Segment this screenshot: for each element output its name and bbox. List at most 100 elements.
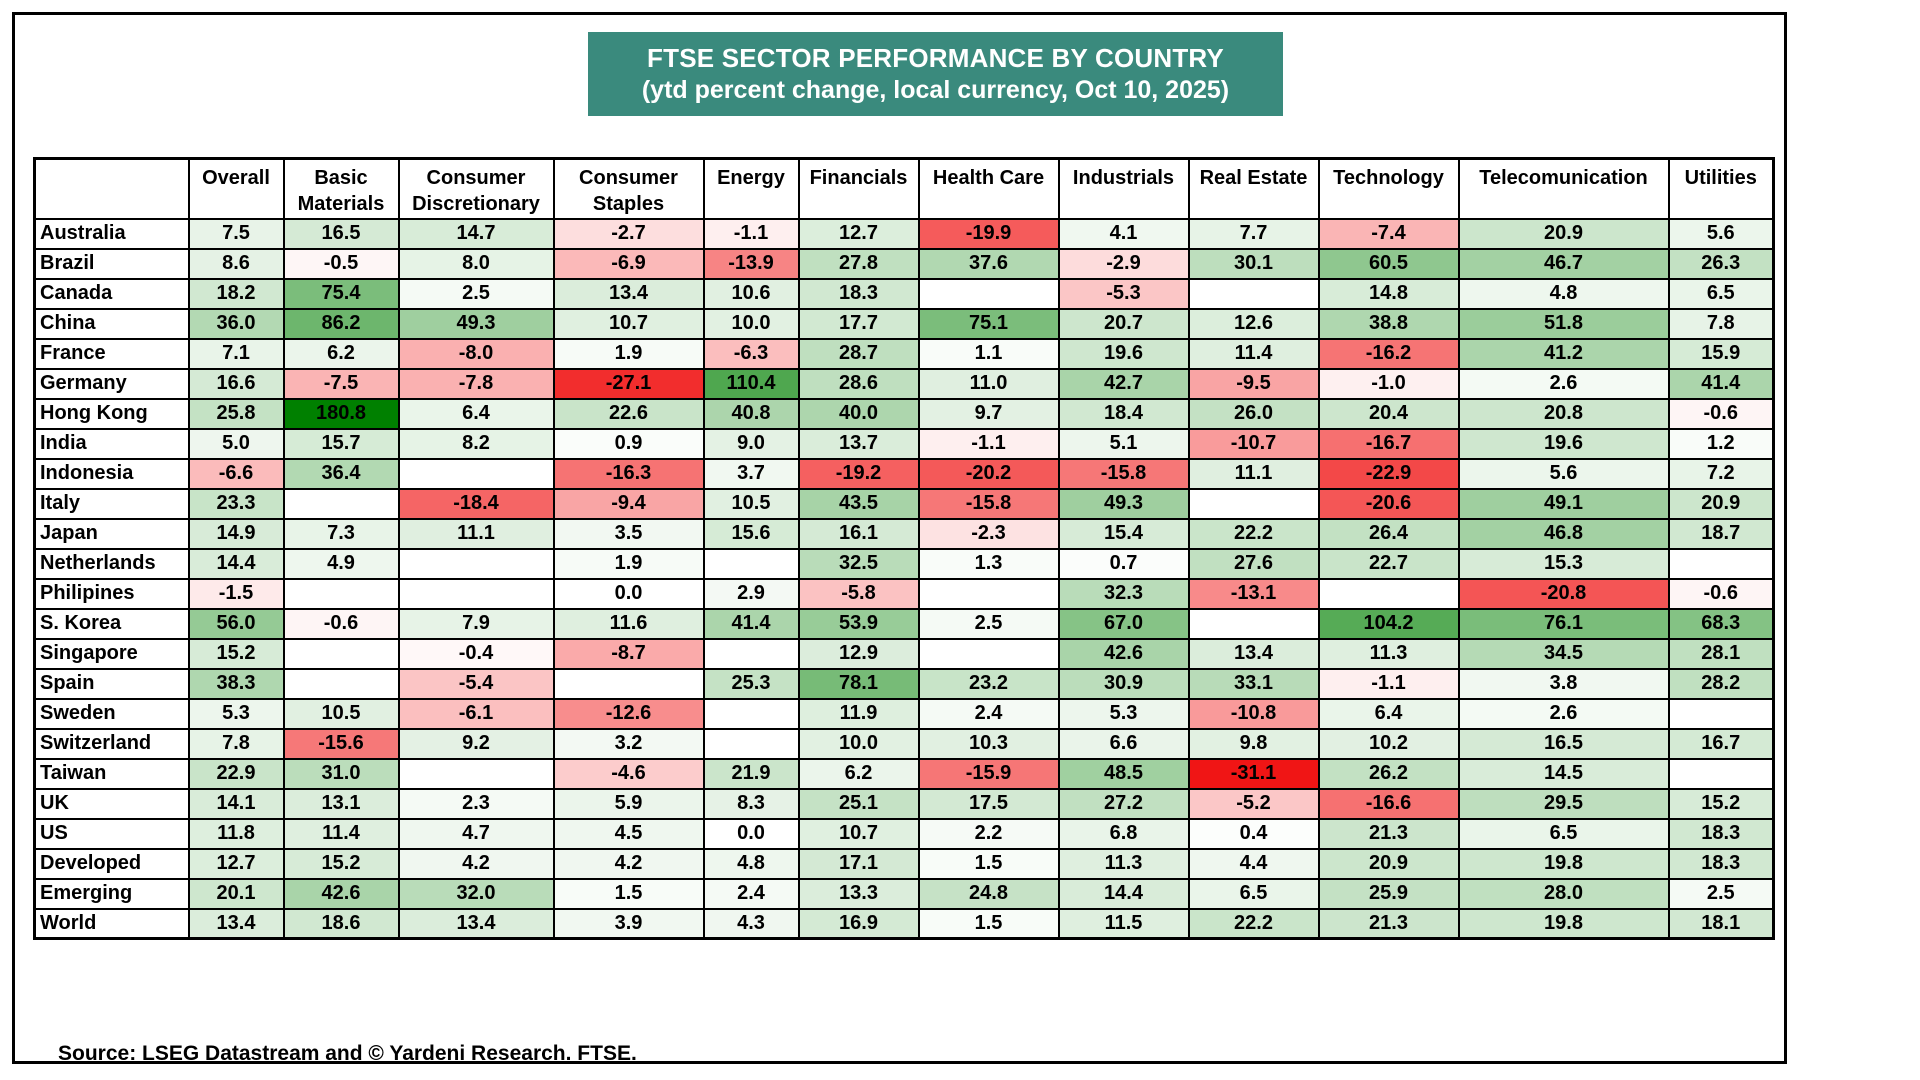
value-cell: 13.4 bbox=[187, 907, 285, 940]
table-row: France 7.1 6.2 -8.0 1.9 -6.3 28.7 1.1 19.6 11.4 -1… bbox=[33, 337, 1775, 370]
value-cell: -15.9 bbox=[917, 757, 1060, 790]
value-cell: -10.8 bbox=[1187, 697, 1320, 730]
value-cell: 25.8 bbox=[187, 397, 285, 430]
value-cell: -2.9 bbox=[1057, 247, 1190, 280]
value-cell: 1.1 bbox=[917, 337, 1060, 370]
value-cell: 22.2 bbox=[1187, 517, 1320, 550]
value-cell: 40.0 bbox=[797, 397, 920, 430]
value-cell: 2.2 bbox=[917, 817, 1060, 850]
column-header: Basic Materials bbox=[282, 157, 400, 220]
value-cell: 4.8 bbox=[702, 847, 800, 880]
value-cell: -5.8 bbox=[797, 577, 920, 610]
value-cell: 17.7 bbox=[797, 307, 920, 340]
value-cell: 28.0 bbox=[1457, 877, 1670, 910]
value-cell: 10.0 bbox=[702, 307, 800, 340]
value-cell: 1.3 bbox=[917, 547, 1060, 580]
value-cell: 41.4 bbox=[1667, 367, 1775, 400]
value-cell: 18.3 bbox=[797, 277, 920, 310]
value-cell bbox=[917, 277, 1060, 310]
value-cell: -1.1 bbox=[702, 217, 800, 250]
value-cell: 2.5 bbox=[917, 607, 1060, 640]
value-cell: 53.9 bbox=[797, 607, 920, 640]
value-cell: 26.4 bbox=[1317, 517, 1460, 550]
value-cell bbox=[397, 547, 555, 580]
source-note: Source: LSEG Datastream and © Yardeni Re… bbox=[58, 1042, 637, 1065]
value-cell: 15.2 bbox=[187, 637, 285, 670]
value-cell: 16.7 bbox=[1667, 727, 1775, 760]
value-cell: 17.1 bbox=[797, 847, 920, 880]
value-cell: -0.6 bbox=[1667, 577, 1775, 610]
value-cell: 14.4 bbox=[187, 547, 285, 580]
value-cell: 3.9 bbox=[552, 907, 705, 940]
table-row: Philipines -1.5 0.0 2.9 -5.8 32.3 -13.1 -20.8 -0… bbox=[33, 577, 1775, 610]
value-cell: 27.8 bbox=[797, 247, 920, 280]
value-cell: 5.3 bbox=[187, 697, 285, 730]
value-cell: 46.8 bbox=[1457, 517, 1670, 550]
value-cell: 20.1 bbox=[187, 877, 285, 910]
value-cell: 3.2 bbox=[552, 727, 705, 760]
value-cell: -12.6 bbox=[552, 697, 705, 730]
value-cell bbox=[702, 727, 800, 760]
value-cell: 13.3 bbox=[797, 877, 920, 910]
country-label: Sweden bbox=[33, 697, 190, 730]
value-cell: 7.2 bbox=[1667, 457, 1775, 490]
value-cell: 34.5 bbox=[1457, 637, 1670, 670]
value-cell: 15.3 bbox=[1457, 547, 1670, 580]
value-cell: 11.3 bbox=[1057, 847, 1190, 880]
value-cell: 7.8 bbox=[187, 727, 285, 760]
value-cell: 0.4 bbox=[1187, 817, 1320, 850]
table-row: China 36.0 86.2 49.3 10.7 10.0 17.7 75.1 20.7 12.… bbox=[33, 307, 1775, 340]
value-cell: 10.5 bbox=[282, 697, 400, 730]
value-cell: -19.9 bbox=[917, 217, 1060, 250]
country-label: Australia bbox=[33, 217, 190, 250]
value-cell: 4.9 bbox=[282, 547, 400, 580]
value-cell bbox=[1667, 547, 1775, 580]
value-cell: -19.2 bbox=[797, 457, 920, 490]
value-cell: -9.4 bbox=[552, 487, 705, 520]
value-cell: 33.1 bbox=[1187, 667, 1320, 700]
value-cell: 18.3 bbox=[1667, 847, 1775, 880]
value-cell: 2.9 bbox=[702, 577, 800, 610]
value-cell: 2.3 bbox=[397, 787, 555, 820]
value-cell: 13.4 bbox=[1187, 637, 1320, 670]
value-cell: -6.9 bbox=[552, 247, 705, 280]
value-cell: 16.6 bbox=[187, 367, 285, 400]
value-cell: 4.7 bbox=[397, 817, 555, 850]
country-label: S. Korea bbox=[33, 607, 190, 640]
value-cell: -18.4 bbox=[397, 487, 555, 520]
value-cell: 20.8 bbox=[1457, 397, 1670, 430]
value-cell: 6.2 bbox=[797, 757, 920, 790]
table-row: US 11.8 11.4 4.7 4.5 0.0 10.7 2.2 6.8 0.4 21.3 6.5 1… bbox=[33, 817, 1775, 850]
value-cell: 28.1 bbox=[1667, 637, 1775, 670]
chart-title: FTSE SECTOR PERFORMANCE BY COUNTRY bbox=[647, 43, 1224, 74]
value-cell: 2.4 bbox=[917, 697, 1060, 730]
value-cell bbox=[552, 667, 705, 700]
value-cell: 24.8 bbox=[917, 877, 1060, 910]
country-label: Japan bbox=[33, 517, 190, 550]
value-cell: -15.8 bbox=[1057, 457, 1190, 490]
value-cell: 8.6 bbox=[187, 247, 285, 280]
country-label: Developed bbox=[33, 847, 190, 880]
value-cell: 32.5 bbox=[797, 547, 920, 580]
value-cell: 11.0 bbox=[917, 367, 1060, 400]
value-cell: 9.7 bbox=[917, 397, 1060, 430]
value-cell: 5.6 bbox=[1667, 217, 1775, 250]
country-label: Canada bbox=[33, 277, 190, 310]
table-row: Australia 7.5 16.5 14.7 -2.7 -1.1 12.7 -19.9 4.1… bbox=[33, 217, 1775, 250]
value-cell: 43.5 bbox=[797, 487, 920, 520]
value-cell: 9.2 bbox=[397, 727, 555, 760]
value-cell: 49.1 bbox=[1457, 487, 1670, 520]
value-cell: 9.0 bbox=[702, 427, 800, 460]
value-cell: -7.5 bbox=[282, 367, 400, 400]
value-cell: 14.7 bbox=[397, 217, 555, 250]
value-cell: 56.0 bbox=[187, 607, 285, 640]
value-cell: 30.9 bbox=[1057, 667, 1190, 700]
value-cell: 48.5 bbox=[1057, 757, 1190, 790]
value-cell bbox=[282, 487, 400, 520]
value-cell: 7.3 bbox=[282, 517, 400, 550]
table-row: UK 14.1 13.1 2.3 5.9 8.3 25.1 17.5 27.2 -5.2 -16.6… bbox=[33, 787, 1775, 820]
table-row: Sweden 5.3 10.5 -6.1 -12.6 11.9 2.4 5.3 -10.8 6.4… bbox=[33, 697, 1775, 730]
value-cell: 110.4 bbox=[702, 367, 800, 400]
column-header: Consumer Staples bbox=[552, 157, 705, 220]
value-cell: 22.9 bbox=[187, 757, 285, 790]
